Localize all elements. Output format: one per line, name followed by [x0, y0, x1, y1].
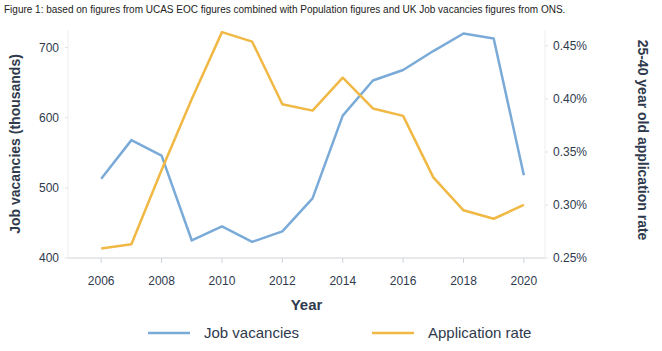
y2-tick	[545, 204, 548, 205]
y-axis-title: Job vacancies (thousands)	[7, 54, 23, 234]
x-tick-label: 2016	[390, 274, 417, 288]
x-tick	[101, 258, 102, 263]
y2-tick-label: 0.45%	[553, 39, 587, 53]
legend-label: Job vacancies	[204, 324, 299, 341]
x-tick	[342, 258, 343, 263]
y-tick	[65, 258, 68, 259]
y2-axis-line	[545, 30, 546, 258]
y2-tick	[545, 151, 548, 152]
y2-tick-label: 0.35%	[553, 145, 587, 159]
y-tick	[65, 187, 68, 188]
x-tick-label: 2018	[450, 274, 477, 288]
legend-key	[148, 332, 190, 335]
x-tick-label: 2008	[148, 274, 175, 288]
y2-tick	[545, 98, 548, 99]
y-tick-label: 500	[39, 181, 59, 195]
x-axis-title: Year	[291, 296, 323, 313]
x-tick-label: 2014	[329, 274, 356, 288]
y-tick-label: 400	[39, 251, 59, 265]
plot-area	[101, 32, 524, 248]
y2-tick-label: 0.30%	[553, 198, 587, 212]
x-tick-label: 2012	[269, 274, 296, 288]
x-axis-line	[68, 258, 545, 259]
y2-tick	[545, 258, 548, 259]
y2-tick-label: 0.40%	[553, 92, 587, 106]
legend-label: Application rate	[428, 324, 531, 341]
x-tick	[523, 258, 524, 263]
x-tick	[161, 258, 162, 263]
title: Figure 1: based on figures from UCAS EOC…	[4, 4, 565, 15]
y-tick	[65, 47, 68, 48]
x-tick	[282, 258, 283, 263]
x-tick-label: 2020	[511, 274, 538, 288]
y2-axis-title: 25-40 year old application rate	[635, 40, 651, 241]
x-tick	[403, 258, 404, 263]
y-tick-label: 700	[39, 41, 59, 55]
x-tick-label: 2010	[209, 274, 236, 288]
x-tick	[463, 258, 464, 263]
y-tick	[65, 117, 68, 118]
legend-key	[372, 332, 414, 335]
y-tick-label: 600	[39, 111, 59, 125]
series-line	[101, 34, 524, 242]
y2-tick	[545, 45, 548, 46]
y2-tick-label: 0.25%	[553, 251, 587, 265]
x-tick	[221, 258, 222, 263]
y-axis-line	[68, 30, 69, 258]
x-tick-label: 2006	[88, 274, 115, 288]
chart: Figure 1: based on figures from UCAS EOC…	[0, 0, 662, 351]
series-line	[101, 32, 524, 248]
